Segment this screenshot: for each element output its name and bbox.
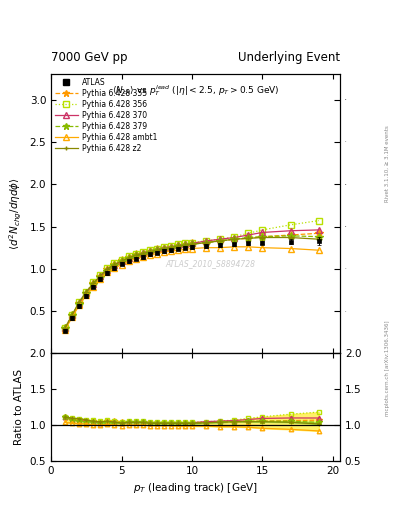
Text: 7000 GeV pp: 7000 GeV pp (51, 51, 128, 64)
Y-axis label: Ratio to ATLAS: Ratio to ATLAS (14, 369, 24, 445)
Text: ATLAS_2010_S8894728: ATLAS_2010_S8894728 (165, 260, 255, 269)
Text: Underlying Event: Underlying Event (238, 51, 340, 64)
Legend: ATLAS, Pythia 6.428 355, Pythia 6.428 356, Pythia 6.428 370, Pythia 6.428 379, P: ATLAS, Pythia 6.428 355, Pythia 6.428 35… (53, 76, 158, 154)
Text: Rivet 3.1.10, ≥ 3.1M events: Rivet 3.1.10, ≥ 3.1M events (385, 125, 390, 202)
Text: $\langle N_{ch}\rangle$ vs $p_T^{lead}$ ($|\eta| < 2.5$, $p_T > 0.5$ GeV): $\langle N_{ch}\rangle$ vs $p_T^{lead}$ … (112, 82, 279, 98)
X-axis label: $p_T$ (leading track) [GeV]: $p_T$ (leading track) [GeV] (133, 481, 258, 495)
Y-axis label: $\langle d^2 N_{chg}/d\eta d\phi \rangle$: $\langle d^2 N_{chg}/d\eta d\phi \rangle… (8, 178, 24, 250)
Text: mcplots.cern.ch [arXiv:1306.3436]: mcplots.cern.ch [arXiv:1306.3436] (385, 321, 390, 416)
